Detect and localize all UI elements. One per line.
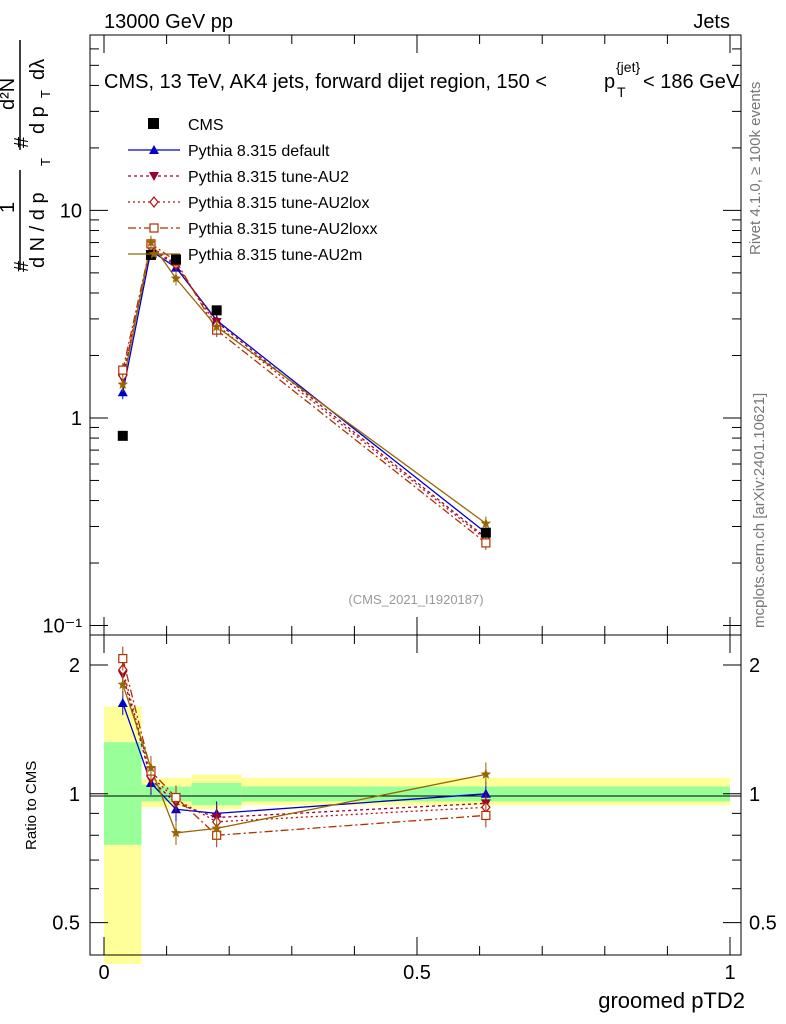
main-ytick-label: 10 — [60, 200, 82, 222]
ratio-ytick-label-left: 0.5 — [52, 913, 80, 935]
ylabel-dpt-sub: T — [38, 90, 53, 98]
ratio-ytick-label-right: 2 — [749, 655, 760, 677]
ratio-ylabel: Ratio to CMS — [23, 761, 40, 850]
main-panel: 10⁻¹ 1 10 — [43, 34, 742, 638]
ratio-point-au2loxx — [171, 792, 181, 803]
ratio-ytick-label-left: 1 — [69, 784, 80, 806]
legend-marker-au2m — [148, 248, 160, 259]
ylabel-dlambda: dλ — [27, 59, 49, 80]
ratio-ytick-label-right: 0.5 — [749, 913, 777, 935]
main-point-cms — [480, 527, 491, 538]
ratio-line-au2lox — [122, 669, 486, 823]
legend-marker-au2 — [149, 172, 159, 181]
title-main: CMS, 13 TeV, AK4 jets, forward dijet reg… — [104, 71, 547, 93]
legend-marker-cms — [148, 118, 159, 129]
legend: CMS Pythia 8.315 default Pythia 8.315 tune… — [128, 117, 377, 264]
main-line-au2m — [122, 240, 487, 525]
ratio-point-au2loxx — [118, 653, 128, 664]
ratio-point-au2m — [170, 827, 182, 838]
legend-label-au2loxx: Pythia 8.315 tune-AU2loxx — [188, 221, 377, 238]
ratio-band-inner — [191, 782, 242, 806]
ylabel-hash-2: # — [11, 136, 33, 148]
main-point-au2loxx — [118, 365, 128, 375]
ratio-point-au2m — [480, 768, 492, 779]
main-ylabel: # 1 d N / d p T # d²N d p T dλ — [0, 40, 53, 272]
main-ytick-label: 1 — [71, 408, 82, 430]
legend-label-default: Pythia 8.315 default — [188, 143, 330, 160]
main-point-default — [117, 387, 128, 397]
main-point-cms — [211, 305, 222, 316]
main-point-au2m — [117, 379, 128, 389]
ratio-point-au2loxx — [481, 810, 491, 821]
legend-marker-au2loxx — [149, 223, 159, 233]
main-point-au2m — [170, 273, 182, 283]
plot-title: CMS, 13 TeV, AK4 jets, forward dijet reg… — [104, 59, 740, 100]
ratio-point-default — [117, 697, 128, 707]
legend-marker-default — [149, 145, 159, 154]
ratio-panel: 0.5 0.5 1 1 2 2 0 0.5 1 — [52, 634, 777, 984]
main-point-au2m — [480, 518, 492, 528]
ratio-ytick-label-left: 2 — [69, 655, 80, 677]
main-line-au2loxx — [122, 242, 487, 544]
legend-label-au2lox: Pythia 8.315 tune-AU2lox — [188, 195, 369, 212]
main-point-au2m — [211, 321, 222, 332]
main-point-cms — [170, 254, 181, 265]
title-sup: {jet} — [616, 59, 640, 75]
main-line-au2lox — [122, 245, 487, 540]
legend-label-au2m: Pythia 8.315 tune-AU2m — [188, 247, 362, 264]
ylabel-dpt: d p — [27, 106, 49, 134]
title-p: p — [604, 71, 615, 93]
ratio-point-au2m — [117, 679, 128, 689]
main-point-cms — [145, 249, 156, 260]
main-point-au2loxx — [481, 538, 491, 548]
main-line-default — [122, 249, 487, 534]
ylabel-dn-sub: T — [38, 158, 53, 166]
ratio-band-inner — [104, 742, 142, 845]
ratio-frame — [89, 634, 742, 956]
rivet-label: Rivet 4.1.0, ≥ 100k events — [747, 82, 764, 255]
title-sub: T — [617, 84, 626, 100]
xtick-label: 0.5 — [403, 962, 431, 984]
ylabel-hash-1: # — [11, 260, 33, 272]
ratio-point-au2m — [211, 822, 222, 833]
main-point-cms — [117, 430, 128, 441]
main-line-au2 — [122, 246, 487, 539]
legend-label-cms: CMS — [188, 117, 224, 134]
header-energy: 13000 GeV pp — [104, 11, 233, 33]
mcplots-label: mcplots.cern.ch [arXiv:2401.10621] — [751, 393, 768, 628]
xtick-label: 0 — [98, 962, 109, 984]
header-category: Jets — [693, 11, 730, 33]
ylabel-d2n: d²N — [0, 78, 19, 110]
legend-label-au2: Pythia 8.315 tune-AU2 — [188, 169, 349, 186]
ratio-line-au2 — [122, 674, 486, 819]
ratio-ytick-label-right: 1 — [749, 784, 760, 806]
xtick-label: 1 — [724, 962, 735, 984]
ratio-point-au2m — [145, 762, 157, 773]
x-axis-label: groomed pTD2 — [598, 988, 745, 1013]
main-ytick-label: 10⁻¹ — [43, 616, 83, 638]
analysis-id: (CMS_2021_I1920187) — [348, 592, 483, 607]
ylabel-one: 1 — [0, 202, 19, 213]
title-tail: < 186 GeV — [643, 71, 740, 93]
legend-marker-au2lox — [149, 196, 159, 208]
ylabel-dn-dpt: d N / d p — [27, 192, 49, 268]
main-point-au2m — [145, 237, 157, 247]
